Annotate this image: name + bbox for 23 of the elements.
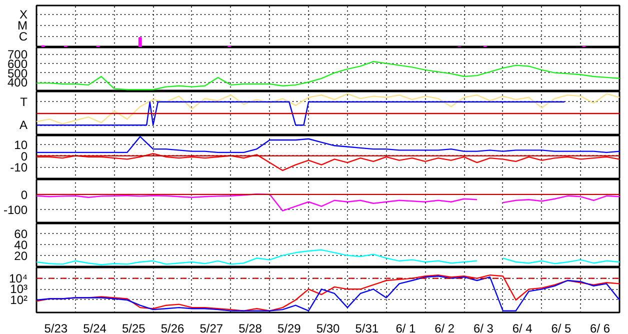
line-series [36,136,620,154]
x-tick-label: 5/24 [83,322,107,334]
x-tick-label: 5/23 [44,322,68,334]
x-tick-label: 5/27 [200,322,224,334]
x-tick-label: 5/29 [277,322,302,334]
y-tick-label: 0 [20,188,28,202]
y-tick-label: -100 [3,202,28,217]
x-tick-label: 6/ 6 [590,322,610,334]
x-tick-label: 6/ 4 [512,322,533,334]
x-tick-label: 5/31 [355,322,379,334]
x-tick-label: 6/ 5 [551,322,572,334]
x-tick-label: 5/30 [316,322,340,334]
x-tick-label: 5/25 [122,322,146,334]
x-tick-label: 6/ 3 [473,322,494,334]
x-tick-label: 5/26 [160,322,185,334]
text: T [20,94,28,109]
line-series [36,152,620,172]
y-tick-label: -10 [10,160,28,175]
x-tick-label: 6/ 1 [396,322,416,334]
text: A [19,118,28,132]
line-series [36,60,620,90]
x-tick-label: 5/28 [238,322,262,334]
x-tick-label: 6/ 2 [434,322,455,334]
